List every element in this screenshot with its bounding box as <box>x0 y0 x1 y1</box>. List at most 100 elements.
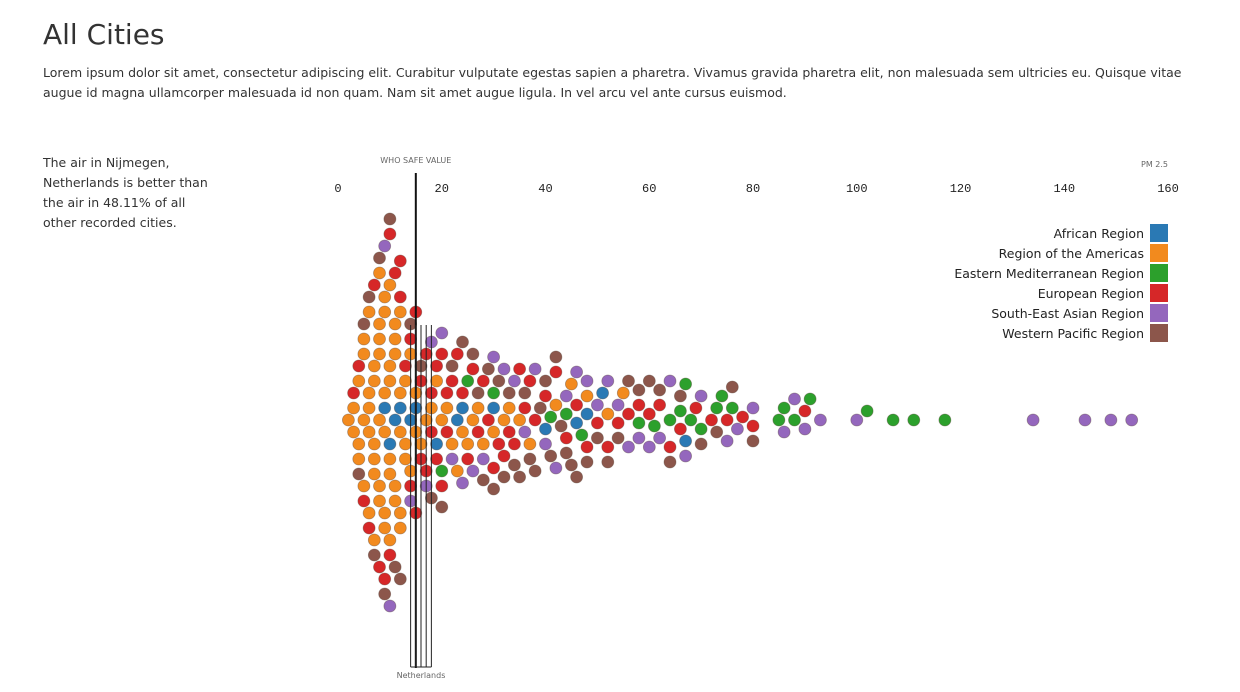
city-dot[interactable] <box>341 413 355 427</box>
city-dot[interactable] <box>430 437 444 451</box>
city-dot[interactable] <box>549 461 563 475</box>
city-dot[interactable] <box>580 374 594 388</box>
city-dot[interactable] <box>679 434 692 448</box>
city-dot[interactable] <box>788 392 801 406</box>
city-dot[interactable] <box>398 452 412 466</box>
city-dot[interactable] <box>725 401 739 415</box>
city-dot[interactable] <box>570 365 583 379</box>
city-dot[interactable] <box>393 290 407 304</box>
city-dot[interactable] <box>352 374 366 388</box>
city-dot[interactable] <box>648 419 661 433</box>
city-dot[interactable] <box>445 374 459 388</box>
city-dot[interactable] <box>1078 413 1092 427</box>
city-dot[interactable] <box>559 431 573 445</box>
city-dot[interactable] <box>559 446 573 460</box>
city-dot[interactable] <box>383 212 397 226</box>
city-dot[interactable] <box>720 434 734 448</box>
city-dot[interactable] <box>508 374 521 388</box>
city-dot[interactable] <box>570 398 583 412</box>
legend-item[interactable]: Western Pacific Region <box>930 323 1168 343</box>
city-dot[interactable] <box>549 365 563 379</box>
city-dot[interactable] <box>440 386 454 400</box>
city-dot[interactable] <box>476 374 490 388</box>
city-dot[interactable] <box>611 416 625 430</box>
city-dot[interactable] <box>632 431 646 445</box>
city-dot[interactable] <box>393 305 407 319</box>
city-dot[interactable] <box>591 431 604 445</box>
city-dot[interactable] <box>502 386 516 400</box>
city-dot[interactable] <box>367 548 381 562</box>
city-dot[interactable] <box>580 389 594 403</box>
city-dot[interactable] <box>508 437 521 451</box>
city-dot[interactable] <box>367 452 381 466</box>
city-dot[interactable] <box>554 419 568 433</box>
city-dot[interactable] <box>430 452 444 466</box>
city-dot[interactable] <box>435 413 449 427</box>
city-dot[interactable] <box>642 407 656 421</box>
city-dot[interactable] <box>373 479 386 493</box>
city-dot[interactable] <box>357 347 371 361</box>
city-dot[interactable] <box>798 404 812 418</box>
city-dot[interactable] <box>487 425 501 439</box>
city-dot[interactable] <box>461 452 475 466</box>
city-dot[interactable] <box>559 407 573 421</box>
city-dot[interactable] <box>388 317 402 331</box>
city-dot[interactable] <box>373 413 386 427</box>
city-dot[interactable] <box>440 425 454 439</box>
city-dot[interactable] <box>450 413 464 427</box>
city-dot[interactable] <box>388 479 402 493</box>
city-dot[interactable] <box>601 407 615 421</box>
city-dot[interactable] <box>596 386 609 400</box>
city-dot[interactable] <box>580 455 594 469</box>
city-dot[interactable] <box>508 458 521 472</box>
city-dot[interactable] <box>663 440 677 454</box>
city-dot[interactable] <box>642 374 656 388</box>
city-dot[interactable] <box>461 374 475 388</box>
city-dot[interactable] <box>430 359 444 373</box>
city-dot[interactable] <box>481 362 495 376</box>
city-dot[interactable] <box>746 401 760 415</box>
city-dot[interactable] <box>362 521 376 535</box>
city-dot[interactable] <box>450 464 464 478</box>
city-dot[interactable] <box>383 437 397 451</box>
city-dot[interactable] <box>466 413 480 427</box>
city-dot[interactable] <box>523 374 537 388</box>
city-dot[interactable] <box>860 404 874 418</box>
city-dot[interactable] <box>373 251 386 265</box>
city-dot[interactable] <box>518 401 532 415</box>
city-dot[interactable] <box>710 425 724 439</box>
legend-item[interactable]: African Region <box>930 223 1168 243</box>
city-dot[interactable] <box>528 464 542 478</box>
city-dot[interactable] <box>357 413 371 427</box>
city-dot[interactable] <box>663 374 677 388</box>
city-dot[interactable] <box>570 470 583 484</box>
city-dot[interactable] <box>513 413 526 427</box>
city-dot[interactable] <box>731 422 744 436</box>
city-dot[interactable] <box>393 401 407 415</box>
city-dot[interactable] <box>383 278 397 292</box>
city-dot[interactable] <box>938 413 952 427</box>
city-dot[interactable] <box>565 377 578 391</box>
city-dot[interactable] <box>1026 413 1040 427</box>
city-dot[interactable] <box>1104 413 1118 427</box>
city-dot[interactable] <box>487 350 501 364</box>
city-dot[interactable] <box>1125 413 1139 427</box>
city-dot[interactable] <box>357 317 371 331</box>
city-dot[interactable] <box>383 452 397 466</box>
city-dot[interactable] <box>591 416 604 430</box>
city-dot[interactable] <box>518 425 532 439</box>
city-dot[interactable] <box>674 422 687 436</box>
city-dot[interactable] <box>622 407 635 421</box>
city-dot[interactable] <box>886 413 900 427</box>
city-dot[interactable] <box>772 413 786 427</box>
city-dot[interactable] <box>736 410 749 424</box>
city-dot[interactable] <box>591 398 604 412</box>
city-dot[interactable] <box>378 386 392 400</box>
city-dot[interactable] <box>487 482 501 496</box>
city-dot[interactable] <box>378 305 392 319</box>
city-dot[interactable] <box>710 401 724 415</box>
city-dot[interactable] <box>492 374 506 388</box>
city-dot[interactable] <box>663 455 677 469</box>
city-dot[interactable] <box>383 467 397 481</box>
city-dot[interactable] <box>814 413 827 427</box>
